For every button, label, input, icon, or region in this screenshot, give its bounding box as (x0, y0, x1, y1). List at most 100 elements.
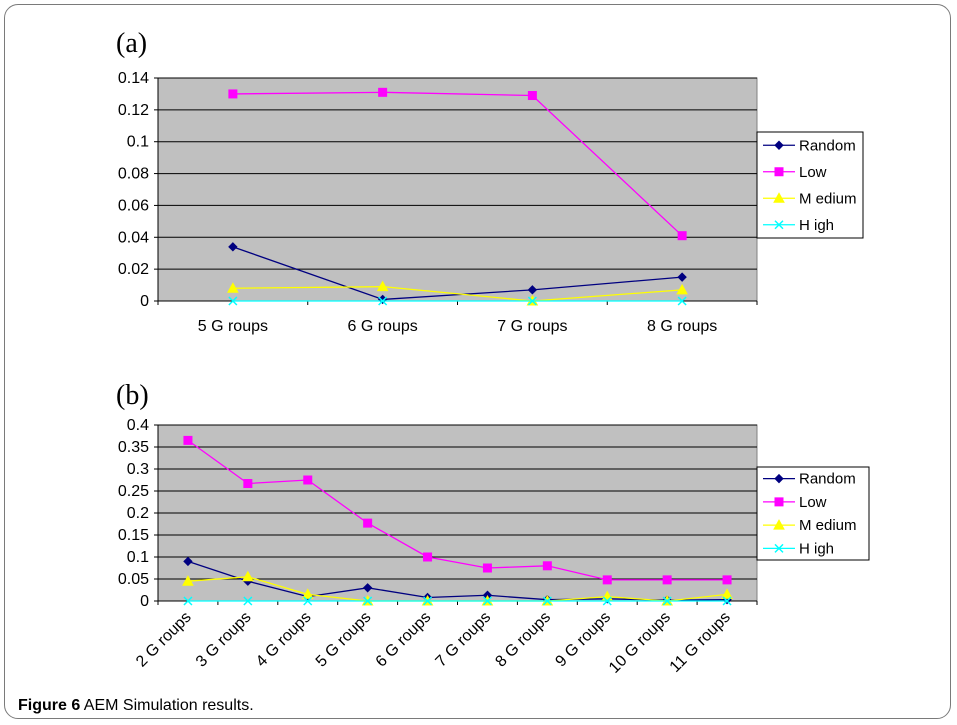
data-point (482, 563, 492, 573)
series-high (228, 296, 687, 306)
legend-marker (773, 192, 785, 203)
legend: Random Low M edium H igh (756, 466, 870, 561)
chart-a: 0 0.02 0.04 0.06 0.08 0.1 0.12 0.14 5 G roups 6 G… (118, 70, 864, 335)
data-point (482, 596, 492, 606)
x-tick-label: 7 G roups (497, 318, 567, 335)
data-point (602, 596, 612, 606)
data-point (677, 272, 687, 282)
y-tick-label: 0.3 (127, 461, 149, 478)
y-tick-label: 0.12 (118, 102, 149, 119)
data-point (228, 89, 238, 99)
legend-label: Random (799, 137, 856, 154)
y-tick-label: 0 (140, 593, 149, 610)
legend-label: Random (799, 471, 856, 488)
x-tick-label: 7 G roups (433, 609, 495, 671)
data-point (362, 583, 373, 593)
data-point (363, 518, 373, 528)
x-tick-label: 11 G roups (667, 609, 734, 676)
data-point (183, 596, 193, 606)
series-line (187, 439, 728, 581)
data-point (376, 280, 389, 292)
x-tick-label: 6 G roups (373, 609, 435, 671)
data-point (722, 596, 732, 606)
legend-label: H igh (799, 217, 834, 234)
caption-text: AEM Simulation results. (83, 697, 254, 714)
data-point (677, 231, 687, 241)
data-point (527, 296, 537, 306)
caption-label: Figure 6 (18, 697, 81, 714)
figure-caption: Figure 6 AEM Simulation results. (18, 697, 254, 715)
legend-marker (774, 497, 784, 507)
y-tick-label: 0.06 (118, 197, 149, 214)
legend-marker (774, 543, 784, 553)
y-tick-label: 0 (140, 293, 149, 310)
x-tick-label: 8 G roups (492, 609, 554, 671)
y-tick-label: 0.02 (118, 261, 149, 278)
series-line (232, 286, 683, 302)
data-point (662, 575, 672, 585)
x-tick-label: 8 G roups (647, 318, 717, 335)
legend-label: M edium (799, 190, 857, 207)
data-point (378, 87, 388, 97)
data-point (722, 575, 732, 585)
panel-label-b: (b) (116, 380, 149, 411)
legend-marker (774, 220, 784, 230)
legend-label: H igh (799, 540, 834, 557)
data-point (527, 91, 537, 101)
data-point (363, 596, 373, 606)
data-point (676, 283, 688, 295)
data-point (227, 282, 239, 293)
x-tick-label: 6 G roups (347, 318, 417, 335)
legend-marker (773, 519, 785, 530)
series-line (187, 560, 728, 601)
series-line (232, 246, 683, 301)
series-low (183, 435, 732, 585)
legend-label: Low (799, 164, 827, 181)
legend: Random Low M edium H igh (756, 131, 864, 239)
plot-area (157, 77, 758, 302)
data-point (423, 596, 433, 606)
data-point (303, 475, 313, 485)
y-tick-label: 0.08 (118, 166, 149, 183)
data-point (662, 596, 672, 606)
series-high (183, 596, 732, 606)
y-tick-label: 0.15 (118, 527, 149, 544)
series-line (232, 91, 683, 237)
y-tick-label: 0.35 (118, 439, 149, 456)
x-tick-label: 3 G roups (193, 609, 255, 671)
data-point (301, 588, 314, 599)
data-point (183, 435, 193, 445)
data-point (242, 570, 254, 582)
x-tick-label: 5 G roups (198, 318, 268, 335)
legend-marker (774, 473, 784, 484)
data-point (183, 556, 193, 567)
data-point (423, 552, 433, 562)
y-tick-label: 0.1 (127, 549, 149, 566)
legend-box (756, 131, 864, 239)
data-point (182, 575, 194, 586)
data-point (378, 296, 388, 306)
y-tick-label: 0.25 (118, 483, 149, 500)
data-point (677, 296, 687, 306)
chart-b: 0 0.05 0.1 0.15 0.2 0.25 0.3 0.35 0.4 2 G roups3 … (118, 417, 870, 677)
y-tick-label: 0.2 (127, 505, 149, 522)
x-tick-label: 2 G roups (133, 609, 195, 671)
figure-frame (4, 4, 951, 719)
y-tick-label: 0.14 (118, 70, 149, 87)
x-tick-label: 5 G roups (313, 609, 375, 671)
data-point (228, 296, 238, 306)
legend-label: Low (799, 494, 827, 511)
y-tick-label: 0.1 (127, 134, 149, 151)
data-point (602, 575, 612, 585)
data-point (542, 596, 552, 606)
series-low (228, 87, 687, 241)
x-tick-label: 10 G roups (606, 609, 674, 677)
x-tick-label: 4 G roups (253, 609, 315, 671)
data-point (243, 596, 253, 606)
data-point (303, 596, 313, 606)
x-tick-label: 9 G roups (552, 609, 614, 671)
data-point (542, 561, 552, 571)
y-tick-label: 0.05 (118, 571, 149, 588)
data-point (527, 285, 538, 295)
y-tick-label: 0.04 (118, 229, 149, 246)
